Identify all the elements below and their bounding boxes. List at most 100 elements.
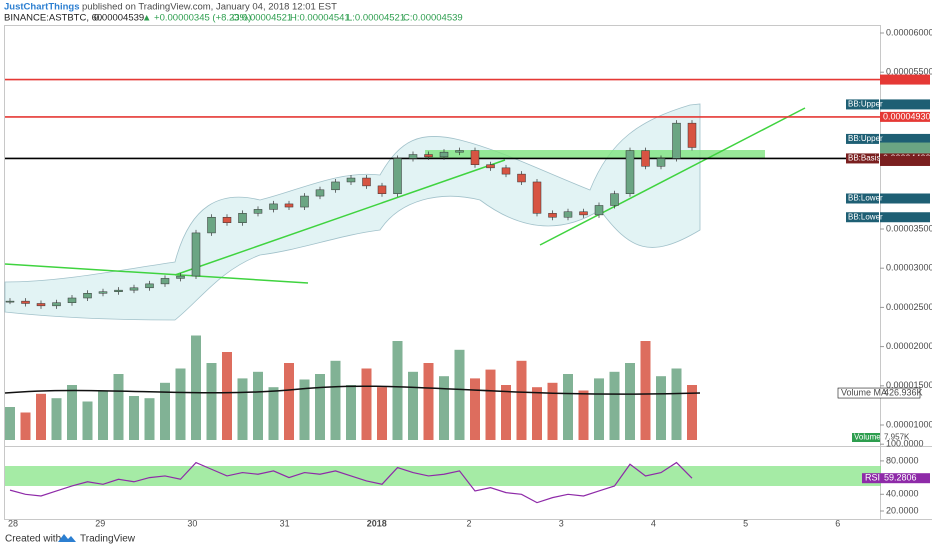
candle <box>501 167 511 175</box>
volume-bar <box>532 387 542 440</box>
x-tick-label: 6 <box>835 518 840 528</box>
volume-bar <box>516 360 527 440</box>
y-tick-label: 0.00003500 <box>886 223 932 233</box>
y-tick-label: 0.00002000 <box>886 341 932 351</box>
volume-bar <box>36 393 46 440</box>
high: H:0.00004541 <box>290 13 350 24</box>
volume-bar <box>361 368 372 440</box>
candle <box>532 181 542 214</box>
volume-bar <box>67 385 77 440</box>
x-tick-label: 31 <box>280 518 290 528</box>
volume-bar <box>578 390 589 440</box>
volume-label: 7.957K <box>884 433 910 442</box>
trend-line <box>174 159 506 276</box>
price-name-tag <box>846 99 879 110</box>
volume-bar <box>640 341 651 440</box>
volume-bar <box>82 401 93 440</box>
rsi-tick-label: 20.0000 <box>886 505 919 515</box>
rsi-line <box>9 461 693 504</box>
volume-bar <box>392 341 403 440</box>
candle <box>21 300 30 304</box>
candle <box>191 232 201 277</box>
price-name-tag <box>846 193 879 204</box>
candle <box>408 154 418 159</box>
volume-bar <box>656 376 666 440</box>
candle <box>672 122 681 159</box>
candle <box>424 154 433 158</box>
price-tag <box>880 142 930 153</box>
volume-bar <box>485 369 496 440</box>
volume-bar <box>237 378 248 440</box>
volume-bar <box>346 385 356 440</box>
candle <box>207 216 216 234</box>
volume-bar <box>113 374 124 440</box>
volume-bar <box>98 390 108 440</box>
price-tag <box>880 133 930 144</box>
volume-name: Volume <box>854 433 881 442</box>
rsi-name: RSI <box>865 473 880 483</box>
candle <box>83 293 92 299</box>
volume-bar <box>51 398 62 440</box>
candle <box>222 216 232 223</box>
candle <box>470 150 480 165</box>
price-tag <box>880 212 930 223</box>
candle <box>160 278 170 285</box>
y-tick-label: 0.00006000 <box>886 27 932 37</box>
volume-bar <box>330 360 341 440</box>
rsi-tick-label: 100.0000 <box>886 439 924 449</box>
volume-bar <box>191 335 201 440</box>
volume-bar <box>625 363 635 440</box>
close: C:0.00004539 <box>403 13 463 24</box>
footer-created: Created with <box>5 534 61 545</box>
candle <box>284 203 294 208</box>
candle <box>687 122 697 148</box>
candle <box>176 275 185 279</box>
candle <box>5 300 15 303</box>
y-tick-label: 0.00001000 <box>886 419 932 429</box>
y-tick-label: 0.00001500 <box>886 380 932 390</box>
candle <box>377 185 387 194</box>
volume-bar <box>206 363 217 440</box>
volume-bar <box>408 371 418 440</box>
published: published on TradingView.com, January 04… <box>82 2 337 13</box>
volume-bar <box>454 349 465 440</box>
volume-bar <box>594 378 604 440</box>
candle <box>52 302 61 307</box>
x-tick-label: 2 <box>466 518 471 528</box>
level-tag <box>880 111 930 122</box>
volume-bar <box>5 407 15 440</box>
rsi-value-tag <box>880 473 930 484</box>
candle <box>145 283 154 289</box>
volume-bar <box>253 371 263 440</box>
candle <box>238 213 247 223</box>
candle <box>548 213 557 218</box>
x-tick-label: 29 <box>95 518 105 528</box>
rsi-value: 59.2806 <box>884 473 917 483</box>
price-name: BB:Upper <box>848 100 883 109</box>
author[interactable]: JustChartThings <box>4 2 79 13</box>
volume-ma-tag <box>837 387 921 399</box>
footer-brand[interactable]: TradingView <box>80 534 136 545</box>
volume-bar <box>439 376 449 440</box>
volume-bar <box>671 368 682 440</box>
volume-ma-line <box>4 385 701 395</box>
price-tag <box>880 193 930 204</box>
low: L:0.00004521 <box>347 13 405 24</box>
volume-bar <box>284 363 294 440</box>
candle <box>300 195 309 208</box>
candle <box>114 289 123 292</box>
volume-bar <box>547 382 558 440</box>
symbol: BINANCE:ASTBTC, 60 <box>4 13 102 24</box>
volume-bar <box>268 387 279 440</box>
volume-bar <box>470 378 480 440</box>
candle <box>486 164 495 169</box>
trend-line <box>4 263 309 284</box>
price-name: BB:Upper <box>848 134 883 143</box>
candle <box>98 291 108 294</box>
volume-ma-name: Volume MA <box>841 387 887 397</box>
candle <box>331 181 340 191</box>
price-name-tag <box>846 212 879 223</box>
volume-tag <box>852 433 880 442</box>
support-zone <box>425 150 765 159</box>
volume-bar <box>299 379 310 440</box>
